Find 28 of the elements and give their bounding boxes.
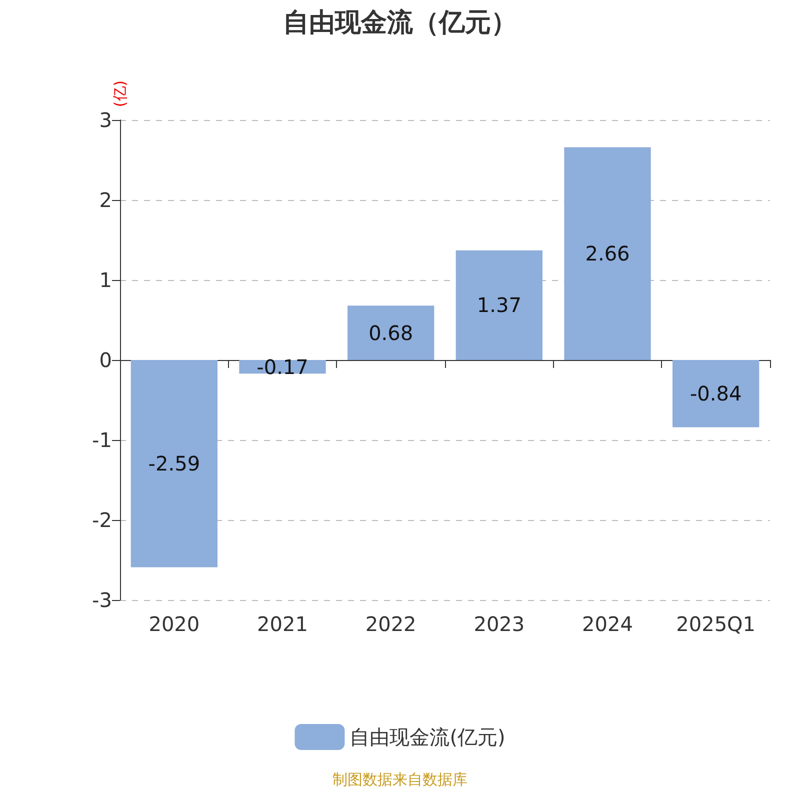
bar — [672, 360, 760, 428]
x-tick-label: 2022 — [365, 612, 416, 636]
bar — [456, 250, 542, 360]
legend-label: 自由现金流(亿元) — [350, 725, 506, 749]
y-tick-label: -2 — [92, 508, 112, 532]
y-tick-label: 3 — [99, 108, 112, 132]
x-tick-label: 2021 — [257, 612, 308, 636]
data-label: -0.84 — [690, 382, 742, 406]
data-label: 0.68 — [368, 320, 414, 345]
data-label: 1.37 — [476, 293, 522, 318]
y-tick-label: 0 — [99, 348, 112, 372]
y-tick-label: 1 — [99, 268, 112, 292]
y-tick-label: -1 — [92, 428, 112, 452]
chart-title: 自由现金流（亿元） — [283, 8, 517, 38]
x-tick-label: 2023 — [474, 612, 525, 636]
y-tick-label: 2 — [99, 188, 112, 212]
data-label: -0.17 — [256, 354, 308, 379]
data-label: -2.59 — [148, 452, 200, 476]
text: 制图数据来自数据库 — [332, 770, 468, 788]
y-axis-title: (亿) — [111, 80, 129, 108]
x-tick-label: 2024 — [582, 612, 633, 636]
x-tick-label: 2025Q1 — [676, 612, 756, 636]
bar — [564, 147, 651, 360]
x-tick-label: 2020 — [148, 612, 200, 636]
y-tick-label: -3 — [92, 588, 112, 612]
bar — [130, 360, 218, 568]
data-label: 2.66 — [585, 242, 630, 266]
bar — [348, 306, 434, 360]
